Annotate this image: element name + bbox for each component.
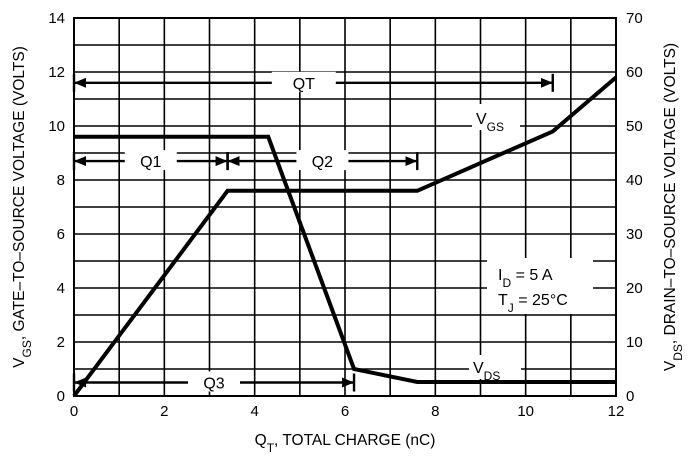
series-line-vds [74, 134, 616, 384]
dimension-label-qt: QT [293, 76, 315, 93]
x-tick-label: 0 [70, 403, 78, 420]
charge-annotations: QT Q1 Q2 Q3 [72, 71, 554, 393]
y-right-tick-label: 0 [626, 388, 634, 405]
y-left-tick-label: 4 [57, 280, 65, 297]
y-left-tick-label: 14 [48, 10, 65, 27]
y-left-tick-label: 8 [57, 172, 65, 189]
dimension-label-q1: Q1 [140, 154, 161, 171]
x-tick-label: 2 [160, 403, 168, 420]
label-mask [188, 371, 241, 392]
y-right-tick-label: 20 [626, 280, 643, 297]
condition-tj: TJ = 25°C [498, 292, 568, 315]
y-right-tick-label: 50 [626, 118, 643, 135]
text-labels: VGS VDS ID = 5 ATJ = 25°C QT, TOTAL CHARGE … [11, 43, 685, 455]
y-left-axis-title: VGS, GATE–TO–SOURCE VOLTAGE (VOLTS) [11, 46, 34, 368]
x-axis-title: QT, TOTAL CHARGE (nC) [255, 432, 436, 455]
series-label-vgs: VGS [476, 111, 504, 134]
label-mask [469, 355, 521, 379]
plot-frame [73, 17, 617, 397]
dimension-label-q2: Q2 [312, 154, 333, 171]
x-tick-label: 8 [431, 403, 439, 420]
series-lines [72, 75, 618, 398]
y-right-tick-label: 40 [626, 172, 643, 189]
y-right-tick-label: 60 [626, 64, 643, 81]
label-mask [472, 104, 520, 130]
x-tick-label: 4 [250, 403, 258, 420]
x-tick-label: 10 [517, 403, 534, 420]
label-mask [296, 150, 349, 171]
y-left-tick-label: 10 [48, 118, 65, 135]
y-left-tick-label: 2 [57, 334, 65, 351]
series-line-vgs [72, 75, 618, 398]
series-label-vds: VDS [473, 360, 500, 383]
conditions-mask [487, 258, 593, 314]
y-left-tick-label: 6 [57, 226, 65, 243]
label-mask [124, 150, 177, 171]
y-right-axis-title: VDS, DRAIN–TO–SOURCE VOLTAGE (VOLTS) [662, 43, 685, 371]
y-right-tick-label: 70 [626, 10, 643, 27]
y-left-tick-label: 0 [57, 388, 65, 405]
condition-id: ID = 5 A [498, 267, 553, 290]
dimension-label-q3: Q3 [203, 376, 224, 393]
x-tick-label: 6 [341, 403, 349, 420]
y-left-tick-label: 12 [48, 64, 65, 81]
y-right-tick-label: 30 [626, 226, 643, 243]
label-mask [271, 71, 336, 92]
x-tick-label: 12 [608, 403, 625, 420]
y-right-tick-label: 10 [626, 334, 643, 351]
